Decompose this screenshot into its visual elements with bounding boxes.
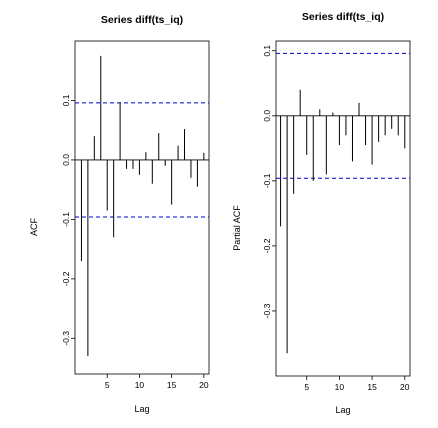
acf-y-tick-label: 0.0 bbox=[61, 154, 71, 166]
pacf-y-tick-label: -0.3 bbox=[262, 303, 272, 318]
pacf-y-tick-label: -0.1 bbox=[262, 173, 272, 188]
pacf-marks: 5 10 15 20 -0.3 -0.2 -0.1 0.0 0.1 bbox=[262, 45, 410, 392]
pacf-x-tick-label: 15 bbox=[367, 382, 377, 392]
acf-x-tick-label: 10 bbox=[135, 380, 145, 390]
acf-title: Series diff(ts_iq) bbox=[101, 14, 183, 26]
acf-marks: 5 10 15 20 -0.3 -0.2 -0.1 0.0 0.1 bbox=[61, 55, 209, 390]
acf-plot-frame bbox=[74, 40, 210, 375]
acf-y-axis-label: ACF bbox=[29, 217, 39, 236]
pacf-y-axis-label: Partial ACF bbox=[232, 205, 242, 251]
acf-x-tick-label: 20 bbox=[199, 380, 209, 390]
acf-y-tick-label: -0.1 bbox=[61, 212, 71, 227]
acf-y-tick-label: -0.3 bbox=[61, 331, 71, 346]
pacf-y-tick-label: -0.2 bbox=[262, 238, 272, 253]
pacf-x-tick-label: 10 bbox=[335, 382, 345, 392]
pacf-panel: Series diff(ts_iq) 5 10 15 20 -0.3 -0.2 -0.1 0.… bbox=[232, 11, 411, 415]
acf-x-tick-label: 15 bbox=[167, 380, 177, 390]
pacf-x-tick-label: 20 bbox=[400, 382, 410, 392]
acf-x-tick-label: 5 bbox=[105, 380, 110, 390]
acf-y-tick-label: -0.2 bbox=[61, 271, 71, 286]
pacf-x-tick-label: 5 bbox=[304, 382, 309, 392]
pacf-title: Series diff(ts_iq) bbox=[302, 11, 384, 23]
pacf-x-axis-label: Lag bbox=[335, 405, 350, 415]
acf-x-axis-label: Lag bbox=[134, 404, 149, 414]
pacf-y-tick-label: 0.0 bbox=[262, 110, 272, 122]
pacf-plot-frame bbox=[275, 40, 411, 377]
pacf-y-tick-label: 0.1 bbox=[262, 45, 272, 57]
acf-panel: Series diff(ts_iq) 5 10 15 20 -0.3 -0.2 -0.1 0.… bbox=[29, 14, 210, 414]
acf-y-tick-label: 0.1 bbox=[61, 94, 71, 106]
